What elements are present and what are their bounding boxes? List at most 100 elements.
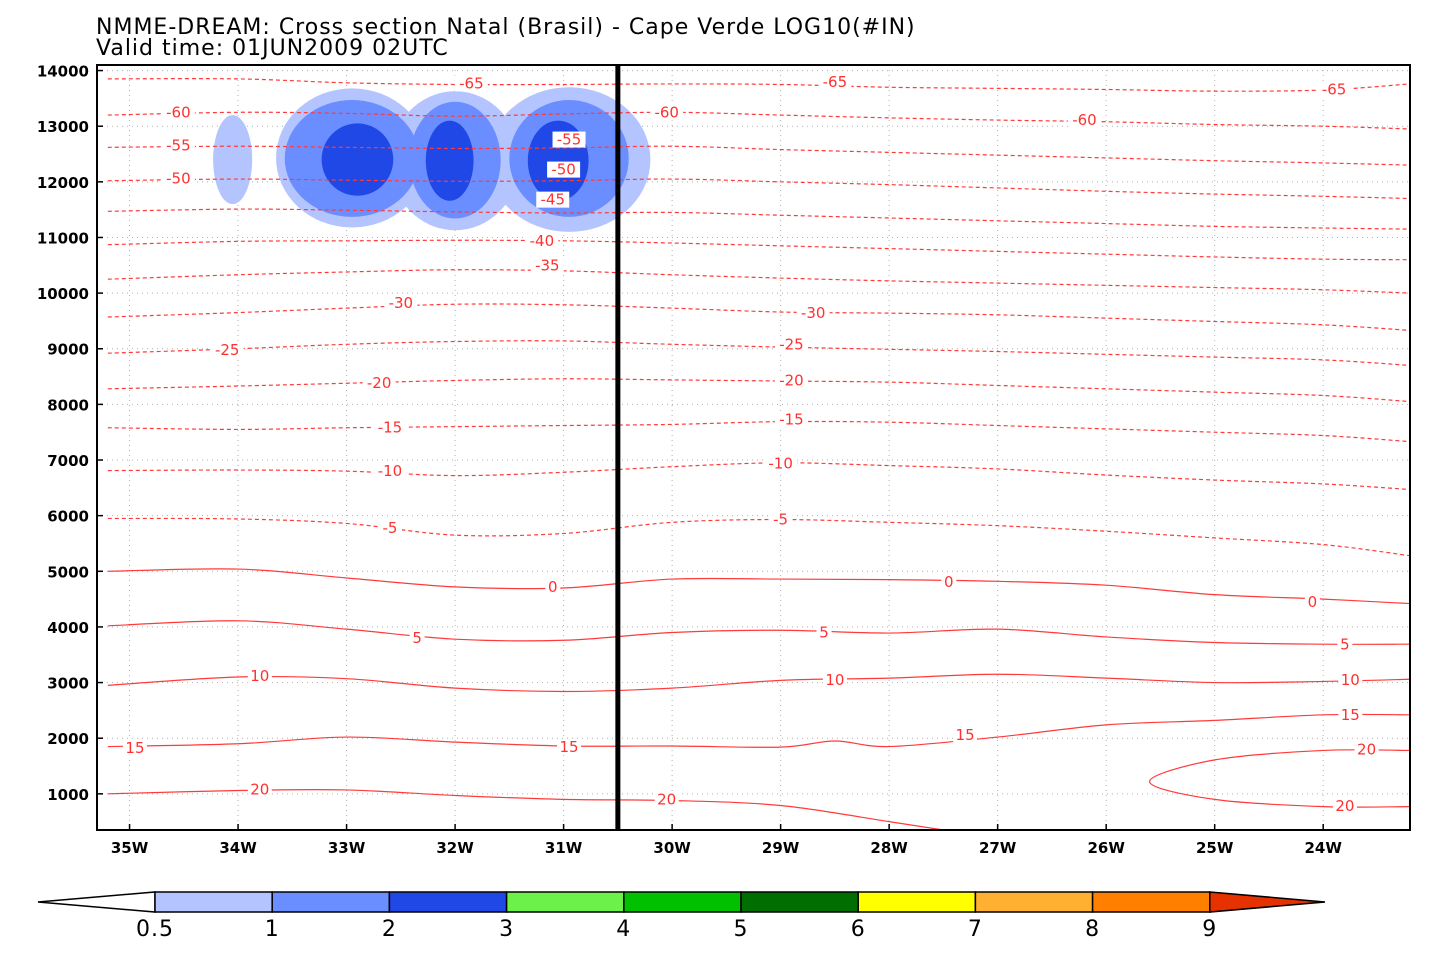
contour-label: -15 — [378, 419, 403, 437]
contour-label-bg — [384, 295, 418, 312]
colorbar-swatch — [1091, 891, 1211, 913]
contour-label-bg — [1317, 81, 1351, 98]
contour-label-bg — [247, 781, 272, 798]
contour-label: -45 — [541, 191, 566, 209]
colorbar-swatch — [857, 891, 977, 913]
contour-label: -30 — [801, 304, 826, 322]
shaded-region — [213, 115, 253, 205]
x-tick-label: 31W — [545, 839, 583, 857]
contour-label: -30 — [389, 294, 414, 312]
contour-label-bg — [373, 463, 407, 480]
contour-label-bg — [247, 667, 272, 684]
contour-label-bg — [525, 232, 559, 249]
contour-label: 0 — [548, 578, 558, 596]
colorbar-swatch — [974, 891, 1094, 913]
colorbar-swatch — [505, 891, 625, 913]
contour-label-bg — [409, 630, 425, 647]
colorbar-tick-label: 6 — [851, 917, 866, 942]
contour-label: 5 — [1340, 636, 1350, 654]
x-axis: 35W 34W 33W 32W 31W 30W 29W 28W 27W 26W 25W 24W — [111, 824, 1342, 857]
contour-label: -60 — [654, 103, 679, 121]
contour-label-bg — [161, 137, 195, 154]
contour-label-bg — [818, 74, 852, 91]
contour-label: 15 — [1341, 706, 1360, 724]
contour-label-bg — [650, 104, 684, 121]
y-tick-label: 8000 — [47, 396, 89, 414]
contour-label-bg — [1338, 671, 1363, 688]
y-tick-label: 11000 — [37, 229, 89, 247]
y-tick-label: 13000 — [37, 118, 89, 136]
contour-label-bg — [161, 104, 195, 121]
contour-label-bg — [768, 511, 793, 528]
contour-label: 20 — [657, 790, 676, 808]
contour-line — [107, 239, 1410, 261]
contour-label: 5 — [412, 629, 422, 647]
contour-label-bg — [774, 411, 808, 428]
contour-label: 10 — [250, 667, 269, 685]
contour-label-bg — [816, 624, 832, 641]
contour-line — [107, 111, 1410, 130]
shaded-region — [425, 120, 474, 201]
contour-label-bg — [654, 791, 679, 808]
x-tick-label: 25W — [1196, 839, 1234, 857]
contour-label-bg — [953, 726, 978, 743]
colorbar: 0.5 1 2 3 4 5 6 7 8 9 — [37, 891, 1326, 942]
colorbar-tick-label: 7 — [968, 917, 983, 942]
contour-label: -10 — [768, 454, 793, 472]
contour-label-bg — [557, 739, 582, 756]
contour-label-bg — [1354, 741, 1379, 758]
contour-label-bg — [530, 257, 564, 274]
contour-label: -25 — [215, 341, 240, 359]
contour-label: -20 — [779, 371, 804, 389]
contour-label: 15 — [125, 739, 144, 757]
contour-label: -65 — [1322, 80, 1347, 98]
contour-label: 15 — [956, 726, 975, 744]
contour-label: -60 — [1072, 111, 1097, 129]
colorbar-swatch — [623, 891, 742, 913]
x-tick-label: 28W — [870, 839, 908, 857]
y-tick-label: 1000 — [47, 786, 89, 804]
x-tick-label: 30W — [653, 839, 691, 857]
contour-label: -20 — [367, 374, 392, 392]
contour-label: -65 — [459, 74, 484, 92]
contour-label-bg — [161, 170, 195, 187]
x-tick-label: 32W — [436, 839, 474, 857]
shaded-region — [321, 123, 394, 196]
colorbar-tick-label: 0.5 — [136, 917, 174, 942]
contour-line — [107, 673, 1410, 693]
contour-label: -50 — [551, 161, 576, 179]
contour-line — [107, 788, 944, 830]
contour-line — [107, 340, 1410, 367]
colorbar-tick-label: 3 — [499, 917, 514, 942]
contour-label: -25 — [779, 335, 804, 353]
contour-label-bg — [822, 671, 847, 688]
contour-label-bg — [122, 740, 147, 757]
y-tick-label: 12000 — [37, 174, 89, 192]
contour-label: -5 — [382, 519, 397, 537]
colorbar-tick-label: 9 — [1202, 917, 1217, 942]
contour-label: 20 — [1357, 740, 1376, 758]
contour-label-bg — [545, 578, 561, 595]
contour-line — [107, 713, 1410, 748]
contour-label: 0 — [944, 573, 954, 591]
y-axis: 1000 2000 3000 4000 5000 6000 7000 8000 9000 1000… — [37, 63, 103, 804]
y-tick-label: 5000 — [47, 563, 89, 581]
colorbar-tick-label: 1 — [265, 917, 280, 942]
contour-label-bg — [1332, 798, 1357, 815]
colorbar-tick-label: 4 — [616, 917, 631, 942]
contour-label: 10 — [825, 671, 844, 689]
colorbar-swatch — [388, 891, 508, 913]
contour-label: -65 — [823, 73, 848, 91]
y-tick-label: 10000 — [37, 285, 89, 303]
contour-label: -55 — [166, 137, 191, 155]
contour-label-bg — [377, 519, 402, 536]
contour-label-bg — [552, 131, 586, 148]
contour-label: -50 — [166, 169, 191, 187]
colorbar-swatch — [740, 891, 859, 913]
contour-label-bg — [536, 191, 570, 208]
contour-label-bg — [796, 305, 830, 322]
contour-line — [107, 208, 1410, 230]
contour-line — [107, 269, 1410, 294]
contour-labels: -65 -65 -65-60 -60 -60-55 -55-50 -50-45-40-35-… — [122, 73, 1379, 815]
contour-label-bg — [547, 161, 581, 178]
